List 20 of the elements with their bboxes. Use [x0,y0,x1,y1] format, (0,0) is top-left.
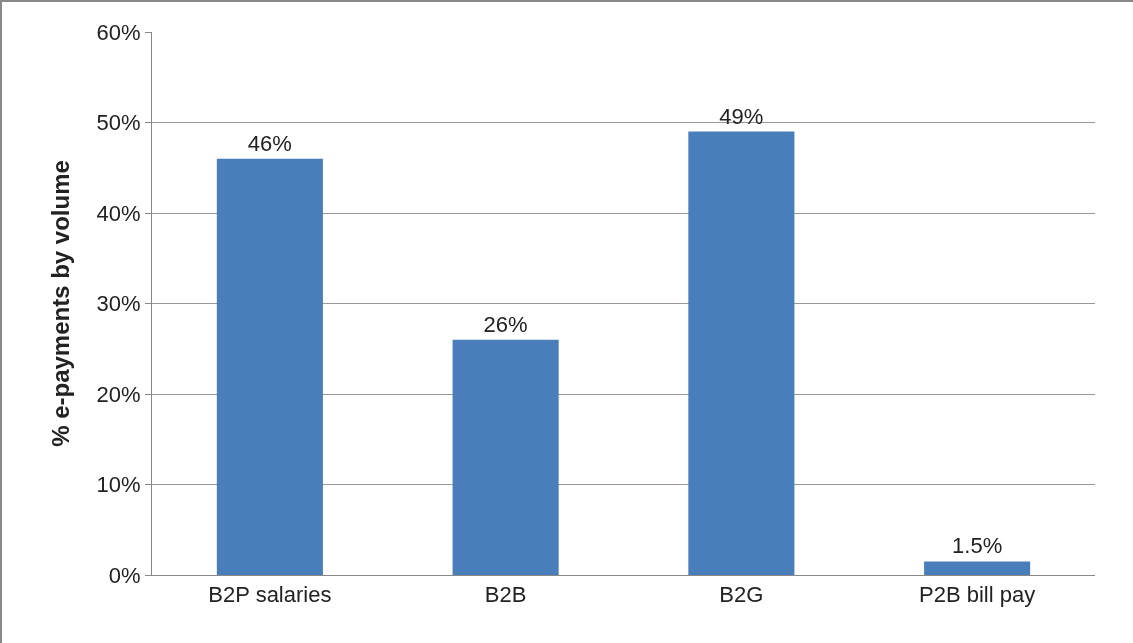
data-label: 1.5% [952,533,1003,559]
y-tick-label: 60% [96,19,141,45]
y-tick-label: 20% [96,381,141,407]
y-tick-label: 50% [96,110,141,136]
x-tick-label: B2G [719,582,764,608]
y-tick-label: 10% [96,472,141,498]
y-axis-title: % e-payments by volume [46,160,74,447]
y-tick-label: 30% [96,291,141,317]
x-tick-label: P2B bill pay [919,582,1036,608]
data-label: 49% [719,103,764,129]
bar [924,561,1031,575]
bar [688,131,795,575]
x-tick-label: B2B [484,582,527,608]
bar [452,339,559,575]
bar [216,158,323,575]
data-label: 46% [247,130,292,156]
y-tick-label: 0% [108,562,141,588]
x-tick-label: B2P salaries [208,582,332,608]
data-label: 26% [483,311,528,337]
y-tick-label: 40% [96,200,141,226]
